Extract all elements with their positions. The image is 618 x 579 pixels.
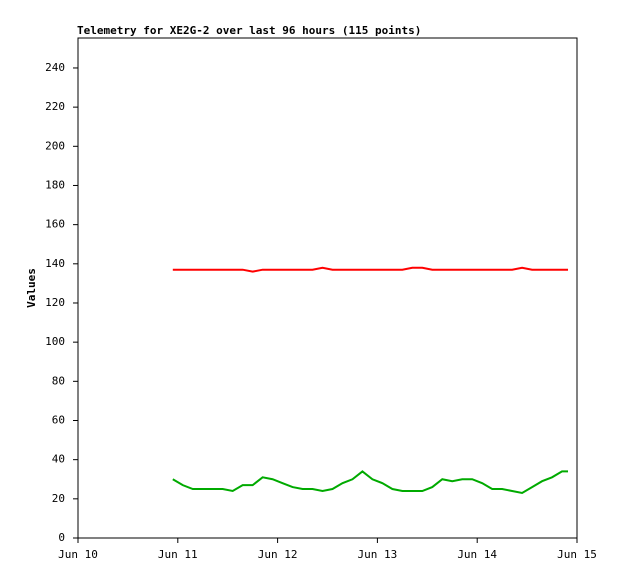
x-tick-label: Jun 13: [358, 548, 398, 561]
series-line: [172, 470, 569, 495]
y-tick-label: 100: [45, 335, 65, 348]
y-tick-label: 220: [45, 100, 65, 113]
y-tick-label: 140: [45, 257, 65, 270]
x-tick-label: Jun 10: [58, 548, 98, 561]
y-tick-label: 120: [45, 296, 65, 309]
y-tick-label: 160: [45, 218, 65, 231]
y-tick-label: 60: [52, 413, 65, 426]
y-axis-label: Values: [25, 268, 38, 308]
y-tick-label: 0: [58, 531, 65, 544]
y-tick-label: 180: [45, 178, 65, 191]
x-tick-label: Jun 14: [457, 548, 497, 561]
chart-title: Telemetry for XE2G-2 over last 96 hours …: [77, 24, 421, 37]
y-tick-label: 20: [52, 492, 65, 505]
x-tick-label: Jun 11: [158, 548, 198, 561]
y-tick-label: 240: [45, 61, 65, 74]
series-line: [172, 266, 569, 273]
x-tick-label: Jun 12: [258, 548, 298, 561]
x-tick-label: Jun 15: [557, 548, 597, 561]
y-tick-label: 200: [45, 139, 65, 152]
y-tick-label: 40: [52, 453, 65, 466]
y-tick-label: 80: [52, 374, 65, 387]
plot-frame: [77, 37, 578, 539]
